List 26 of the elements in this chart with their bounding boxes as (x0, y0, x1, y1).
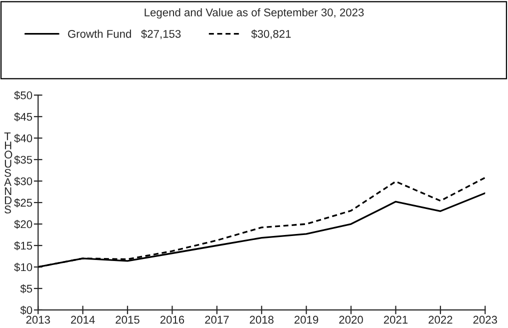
y-tick-label: $0 (20, 306, 32, 315)
legend-label: $30,821 (251, 30, 291, 40)
text: THOUSANDS (4, 132, 12, 214)
legend-title: Legend and Value as of September 30, 2023 (144, 8, 364, 19)
y-tick-label: $45 (14, 112, 32, 122)
y-tick-label: $25 (14, 198, 32, 208)
x-tick-label: 2016 (160, 316, 184, 324)
x-tick-label: 2015 (116, 316, 140, 324)
x-tick-label: 2022 (428, 316, 452, 324)
x-tick-label: 2023 (473, 316, 498, 324)
y-tick-label: $15 (14, 241, 32, 250)
y-tick-label: $20 (14, 220, 32, 229)
x-tick-label: 2019 (294, 316, 318, 324)
x-tick-label: 2013 (26, 316, 50, 324)
legend-label: Growth Fund $27,153 (68, 30, 181, 40)
y-tick-label: $5 (20, 284, 32, 294)
y-tick-label: $30 (14, 176, 32, 186)
y-tick-label: $40 (14, 134, 32, 143)
x-tick-label: 2014 (71, 316, 95, 324)
y-tick-label: $10 (14, 262, 32, 272)
x-tick-label: 2017 (205, 316, 229, 324)
x-tick-label: 2018 (250, 316, 274, 324)
x-tick-label: 2020 (339, 316, 363, 324)
y-tick-label: $50 (14, 90, 32, 100)
y-tick-label: $35 (14, 155, 32, 164)
x-tick-label: 2021 (384, 316, 408, 324)
